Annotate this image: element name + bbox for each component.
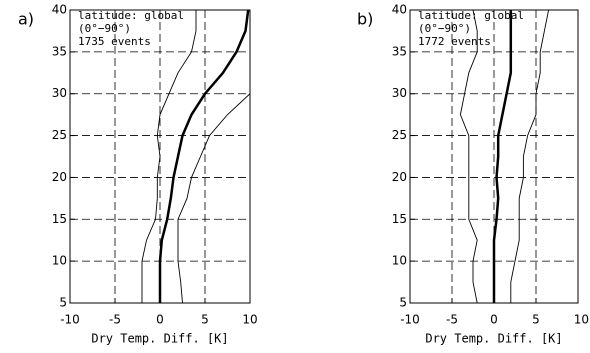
y-tick-label: 25 xyxy=(392,128,407,142)
profile-line xyxy=(141,10,197,303)
y-tick-label: 30 xyxy=(52,86,67,100)
annotation: (0°−90°) xyxy=(418,22,471,35)
y-tick-label: 40 xyxy=(392,3,407,17)
annotation: 1735 events xyxy=(78,35,151,48)
y-tick-label: 5 xyxy=(59,296,67,310)
y-tick-label: 35 xyxy=(52,44,67,58)
x-tick-label: -5 xyxy=(446,313,458,327)
y-tick-label: 25 xyxy=(52,128,67,142)
x-tick-label: -5 xyxy=(109,313,121,327)
x-axis-title: Dry Temp. Diff. [K] xyxy=(425,332,562,346)
panel: a) -10 -5 0 5 10 5 10 15 20 25 30 35 40 Dry Temp. Diff… xyxy=(18,3,258,346)
annotation: 1772 events xyxy=(418,35,491,48)
y-tick-label: 15 xyxy=(52,212,67,226)
annotation: latitude: global xyxy=(78,9,184,22)
y-tick-label: 35 xyxy=(392,44,407,58)
y-tick-label: 10 xyxy=(392,254,407,268)
profile-line xyxy=(177,93,250,303)
y-tick-label: 20 xyxy=(392,170,407,184)
x-axis-title: Dry Temp. Diff. [K] xyxy=(91,332,228,346)
x-tick-label: 0 xyxy=(490,313,498,327)
x-tick-label: 10 xyxy=(574,313,589,327)
y-tick-label: 10 xyxy=(52,254,67,268)
y-tick-label: 20 xyxy=(52,170,67,184)
profile-line xyxy=(459,10,478,303)
x-tick-label: 5 xyxy=(532,313,540,327)
y-tick-label: 40 xyxy=(52,3,67,17)
y-tick-label: 5 xyxy=(399,296,407,310)
panel-label: b) xyxy=(357,10,373,29)
panel-label: a) xyxy=(18,10,34,29)
x-tick-label: 0 xyxy=(156,313,164,327)
annotation: latitude: global xyxy=(418,9,524,22)
profile-line xyxy=(158,10,250,303)
x-tick-label: -10 xyxy=(60,313,80,327)
profile-line xyxy=(492,10,513,303)
panel: b) -10 -5 0 5 10 5 10 15 20 25 30 35 40 Dry Temp. Diff… xyxy=(357,3,589,346)
y-tick-label: 30 xyxy=(392,86,407,100)
x-tick-label: -10 xyxy=(400,313,420,327)
x-tick-label: 5 xyxy=(201,313,209,327)
x-tick-label: 10 xyxy=(242,313,257,327)
annotation: (0°−90°) xyxy=(78,22,131,35)
y-tick-label: 15 xyxy=(392,212,407,226)
profile-line xyxy=(510,10,550,303)
